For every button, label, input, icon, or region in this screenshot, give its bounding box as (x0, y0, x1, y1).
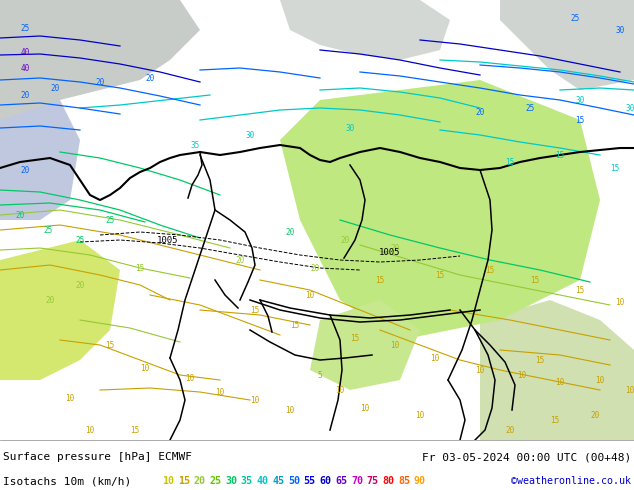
Text: 15: 15 (531, 275, 540, 285)
Text: 25: 25 (105, 216, 115, 224)
Text: 20: 20 (193, 476, 205, 486)
Polygon shape (310, 300, 420, 390)
Text: 25: 25 (571, 14, 579, 23)
Text: 15: 15 (178, 476, 190, 486)
Text: 25: 25 (75, 236, 84, 245)
Text: Isotachs 10m (km/h): Isotachs 10m (km/h) (3, 476, 131, 486)
Text: 25: 25 (526, 103, 534, 113)
Text: 15: 15 (576, 286, 585, 294)
Text: 10: 10 (616, 297, 624, 307)
Text: Surface pressure [hPa] ECMWF: Surface pressure [hPa] ECMWF (3, 452, 192, 462)
Text: 10: 10 (86, 425, 94, 435)
Text: 25: 25 (20, 24, 30, 32)
Text: 20: 20 (95, 77, 105, 87)
Text: 10: 10 (185, 373, 195, 383)
Text: 25: 25 (209, 476, 221, 486)
Text: 1005: 1005 (157, 236, 179, 245)
Text: 10: 10 (430, 353, 439, 363)
Text: 10: 10 (517, 370, 527, 380)
Text: 60: 60 (320, 476, 332, 486)
Text: 20: 20 (50, 83, 60, 93)
Polygon shape (280, 80, 600, 340)
Polygon shape (480, 300, 634, 440)
Text: 20: 20 (590, 411, 600, 419)
Text: 20: 20 (505, 425, 515, 435)
Text: 45: 45 (272, 476, 284, 486)
Text: 25: 25 (43, 225, 53, 235)
Text: 30: 30 (225, 476, 237, 486)
Text: 30: 30 (346, 123, 354, 132)
Text: 15: 15 (486, 266, 495, 274)
Text: 1005: 1005 (379, 247, 401, 256)
Text: 10: 10 (306, 291, 314, 299)
Text: 10: 10 (476, 366, 484, 374)
Text: 15: 15 (535, 356, 545, 365)
Text: 15: 15 (290, 320, 300, 329)
Text: 5: 5 (318, 370, 322, 380)
Text: 35: 35 (241, 476, 253, 486)
Polygon shape (500, 0, 634, 90)
Text: 20: 20 (391, 244, 399, 252)
Text: 20: 20 (311, 264, 320, 272)
Text: 10: 10 (555, 377, 565, 387)
Text: 80: 80 (382, 476, 394, 486)
Text: 15: 15 (375, 275, 385, 285)
Text: 20: 20 (15, 211, 25, 220)
Text: 10: 10 (625, 386, 634, 394)
Text: 15: 15 (550, 416, 560, 424)
Text: 20: 20 (476, 107, 484, 117)
Text: 20: 20 (46, 295, 55, 304)
Text: 20: 20 (20, 166, 30, 174)
Text: 15: 15 (105, 341, 115, 349)
Text: 10: 10 (285, 406, 295, 415)
Text: 10: 10 (65, 393, 75, 402)
Text: 10: 10 (250, 395, 260, 405)
Text: 10: 10 (216, 388, 224, 396)
Text: 40: 40 (20, 48, 30, 56)
Text: 70: 70 (351, 476, 363, 486)
Text: 30: 30 (625, 103, 634, 113)
Polygon shape (0, 100, 80, 220)
Text: 35: 35 (190, 141, 200, 149)
Text: 40: 40 (20, 64, 30, 73)
Text: 10: 10 (360, 404, 370, 413)
Text: 10: 10 (415, 411, 425, 419)
Polygon shape (0, 240, 120, 380)
Text: 90: 90 (414, 476, 426, 486)
Text: 10: 10 (162, 476, 174, 486)
Text: ©weatheronline.co.uk: ©weatheronline.co.uk (511, 476, 631, 486)
Text: 15: 15 (555, 150, 565, 160)
Text: 15: 15 (250, 305, 260, 315)
Text: 15: 15 (576, 116, 585, 124)
Text: 20: 20 (145, 74, 155, 82)
Text: 15: 15 (136, 264, 145, 272)
Text: 10: 10 (335, 386, 345, 394)
Text: 15: 15 (611, 164, 619, 172)
Text: 65: 65 (335, 476, 347, 486)
Text: 50: 50 (288, 476, 300, 486)
Text: 20: 20 (75, 280, 84, 290)
Text: 30: 30 (576, 96, 585, 104)
Text: Fr 03-05-2024 00:00 UTC (00+48): Fr 03-05-2024 00:00 UTC (00+48) (422, 452, 631, 462)
Text: 55: 55 (304, 476, 316, 486)
Polygon shape (280, 0, 450, 60)
Text: 30: 30 (616, 25, 624, 34)
Text: 40: 40 (257, 476, 269, 486)
Text: 15: 15 (436, 270, 444, 279)
Text: 10: 10 (595, 375, 605, 385)
Text: 20: 20 (285, 227, 295, 237)
Text: 15: 15 (131, 425, 139, 435)
Text: 20: 20 (235, 255, 245, 265)
Text: 85: 85 (398, 476, 410, 486)
Text: 15: 15 (505, 157, 515, 167)
Text: 10: 10 (391, 341, 399, 349)
Text: 20: 20 (20, 91, 30, 99)
Text: 15: 15 (351, 334, 359, 343)
Text: 20: 20 (340, 236, 349, 245)
Polygon shape (0, 0, 200, 160)
Text: 75: 75 (366, 476, 378, 486)
Text: 10: 10 (140, 364, 150, 372)
Text: 30: 30 (245, 130, 255, 140)
